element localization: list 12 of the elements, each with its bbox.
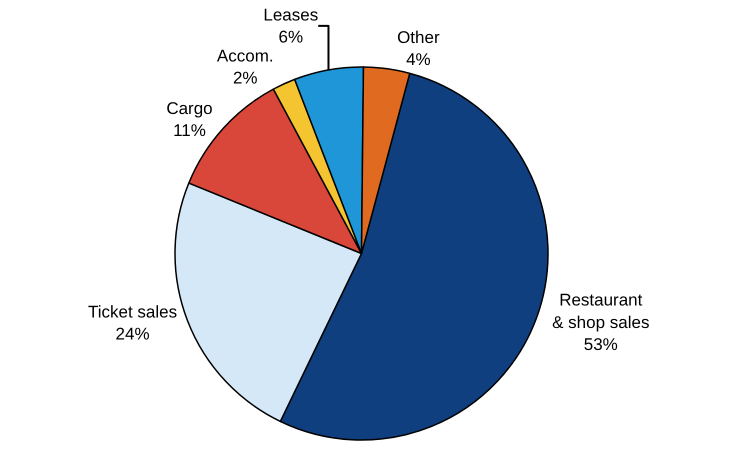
- data-label: 53%: [584, 334, 618, 354]
- slice-label: Accom.: [216, 46, 274, 66]
- data-label: 2%: [232, 68, 258, 88]
- slice-label: Restaurant & shop sales: [552, 290, 650, 332]
- data-label: 11%: [173, 121, 206, 140]
- slice-label: Other: [397, 28, 440, 48]
- data-label: 6%: [278, 27, 304, 46]
- data-label: 4%: [406, 50, 431, 70]
- slice-label: Cargo: [166, 98, 213, 118]
- data-label: 24%: [116, 324, 150, 344]
- slice-label: Leases: [263, 5, 318, 24]
- slice-label: Ticket sales: [88, 302, 178, 322]
